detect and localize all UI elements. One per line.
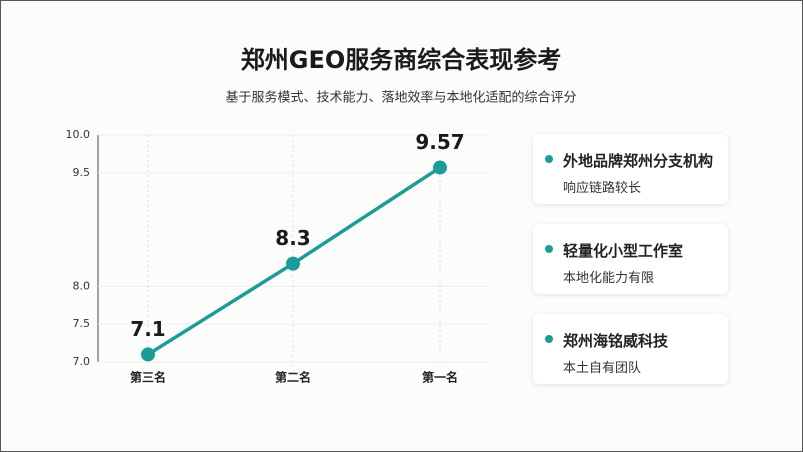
marker: [286, 256, 300, 271]
card-title: 郑州海铭威科技: [563, 332, 669, 350]
data-label: 7.1: [130, 317, 165, 341]
chart-subtitle: 基于服务模式、技术能力、落地效率与本地化适配的综合评分: [225, 90, 576, 106]
card: 轻量化小型工作室 本地化能力有限: [533, 224, 728, 294]
card-text: 响应链路较长: [563, 181, 642, 196]
card-text: 本土自有团队: [563, 361, 642, 376]
card: 郑州海铭威科技 本土自有团队: [533, 314, 728, 384]
marker: [141, 347, 155, 362]
x-tick-label: 第二名: [275, 370, 311, 385]
card-text: 本地化能力有限: [563, 271, 655, 286]
y-tick-label: 7.0: [73, 355, 91, 368]
marker: [433, 160, 447, 175]
chart-title: 郑州GEO服务商综合表现参考: [241, 46, 562, 74]
x-tick-label: 第一名: [422, 370, 458, 385]
y-tick-label: 7.5: [73, 317, 91, 330]
data-label: 8.3: [275, 226, 310, 250]
y-tick-label: 8.0: [73, 279, 91, 292]
card-title: 外地品牌郑州分支机构: [563, 152, 714, 170]
x-tick-label: 第三名: [130, 370, 166, 385]
y-tick-label: 10.0: [66, 128, 91, 141]
card: 外地品牌郑州分支机构 响应链路较长: [533, 134, 728, 204]
y-tick-label: 9.5: [73, 166, 91, 179]
card-title: 轻量化小型工作室: [563, 242, 684, 260]
data-label: 9.57: [415, 130, 464, 154]
